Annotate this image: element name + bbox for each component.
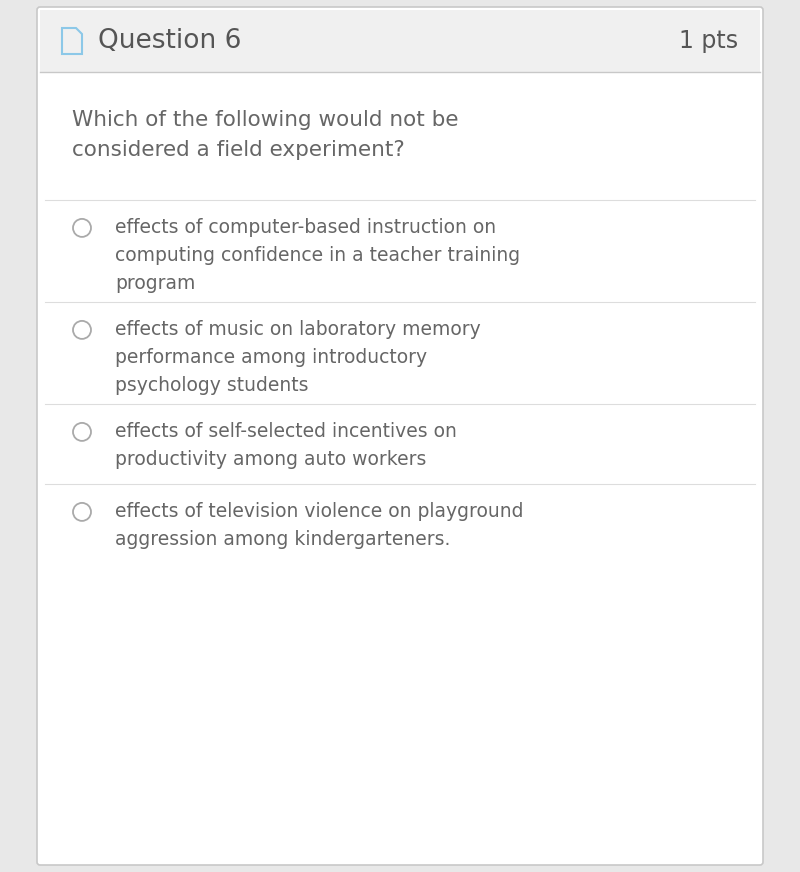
FancyBboxPatch shape <box>37 7 763 865</box>
Text: effects of computer-based instruction on
computing confidence in a teacher train: effects of computer-based instruction on… <box>115 218 520 293</box>
Circle shape <box>73 321 91 339</box>
Text: effects of self-selected incentives on
productivity among auto workers: effects of self-selected incentives on p… <box>115 422 457 469</box>
Circle shape <box>73 503 91 521</box>
Text: effects of television violence on playground
aggression among kindergarteners.: effects of television violence on playgr… <box>115 502 523 549</box>
Text: effects of music on laboratory memory
performance among introductory
psychology : effects of music on laboratory memory pe… <box>115 320 481 395</box>
Bar <box>40 10 760 72</box>
Circle shape <box>73 219 91 237</box>
Text: Question 6: Question 6 <box>98 28 242 54</box>
Text: 1 pts: 1 pts <box>679 29 738 53</box>
Circle shape <box>73 423 91 441</box>
Text: Which of the following would not be
considered a field experiment?: Which of the following would not be cons… <box>72 110 458 160</box>
